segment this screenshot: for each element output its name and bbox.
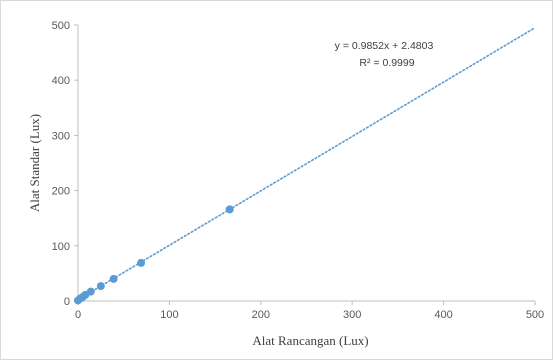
r-squared-label: R² = 0.9999	[359, 57, 414, 69]
trendline	[77, 26, 536, 301]
y-axis-title: Alat Standar (Lux)	[27, 114, 42, 212]
tick-labels: 0 100 200 300 400 500 0 100 200 300 400 500	[52, 20, 545, 321]
y-tick-label: 200	[52, 186, 70, 198]
x-tick-label: 500	[526, 309, 544, 321]
x-tick-label: 100	[160, 309, 178, 321]
x-tick-label: 0	[75, 309, 81, 321]
data-point	[109, 274, 118, 283]
x-tick-label: 400	[434, 309, 452, 321]
trendline-equation: y = 0.9852x + 2.4803	[335, 40, 434, 52]
y-tick-label: 400	[52, 75, 70, 87]
axes	[74, 24, 536, 305]
x-tick-label: 300	[343, 309, 361, 321]
data-points	[74, 205, 234, 305]
y-tick-label: 0	[64, 296, 70, 308]
y-tick-label: 100	[52, 241, 70, 253]
data-point	[137, 258, 146, 267]
data-point	[96, 282, 105, 291]
trendline-layer	[77, 26, 536, 301]
x-axis-title: Alat Rancangan (Lux)	[252, 333, 368, 348]
x-tick-label: 200	[252, 309, 270, 321]
data-point	[225, 205, 234, 214]
y-tick-label: 300	[52, 130, 70, 142]
data-point	[86, 287, 95, 296]
y-tick-label: 500	[52, 20, 70, 32]
